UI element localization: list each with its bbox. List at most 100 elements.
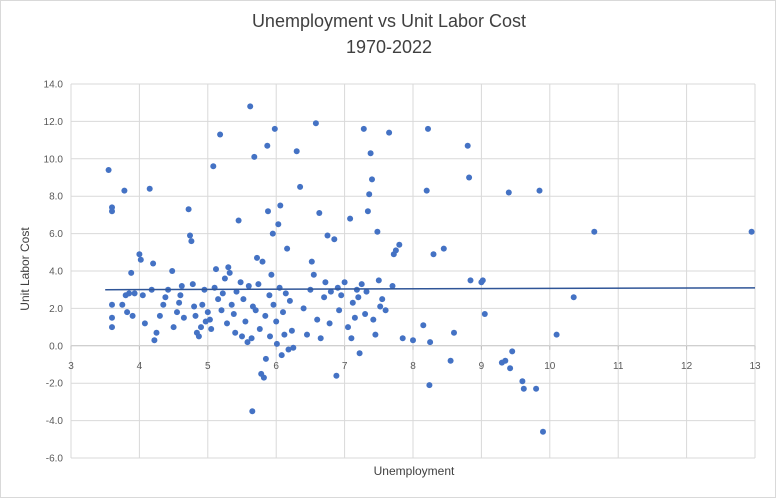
data-point [247, 103, 254, 110]
data-point [375, 277, 382, 284]
data-point [177, 292, 184, 299]
data-point [240, 296, 247, 303]
data-point [131, 290, 138, 297]
data-point [466, 174, 473, 181]
data-point [553, 331, 560, 338]
data-point [374, 228, 381, 235]
y-axis-tick-labels: -6.0 -4.0 -2.0 0.0 2.0 4.0 6.0 8.0 10.0 12.0 14.0 [44, 80, 64, 465]
data-point [479, 277, 486, 284]
data-point [372, 331, 379, 338]
data-point [174, 309, 180, 316]
data-point [336, 307, 343, 314]
data-point [259, 258, 266, 265]
x-tick-label: 5 [205, 361, 211, 372]
data-point [310, 271, 317, 278]
data-point [288, 327, 295, 334]
data-point [536, 187, 543, 194]
data-point [317, 335, 324, 342]
data-point [150, 260, 157, 267]
data-point [208, 326, 215, 332]
data-point [505, 189, 512, 196]
x-tick-label: 11 [613, 361, 624, 372]
data-point [218, 307, 225, 314]
data-point [290, 344, 297, 351]
y-tick-label: 2.0 [49, 304, 63, 315]
chart-title: Unemployment vs Unit Labor Cost [251, 11, 527, 31]
data-point [235, 217, 242, 224]
data-point [451, 329, 457, 336]
data-point [367, 150, 374, 157]
data-point [333, 372, 340, 379]
y-tick-label: 12.0 [44, 117, 64, 128]
data-point [507, 365, 514, 372]
data-point [533, 385, 540, 392]
data-point [366, 191, 373, 198]
data-point [502, 357, 509, 364]
data-point [245, 283, 252, 289]
data-point [199, 301, 206, 308]
data-point [151, 337, 158, 344]
data-points [105, 103, 755, 435]
data-point [382, 307, 389, 314]
data-point [219, 290, 226, 297]
data-point [224, 320, 230, 327]
trendline-layer [105, 287, 756, 291]
data-point [356, 350, 363, 357]
data-point [141, 320, 148, 327]
data-point [399, 335, 406, 342]
data-point [178, 283, 185, 289]
y-tick-label: -4.0 [46, 416, 64, 427]
data-point [351, 314, 358, 321]
data-point [286, 297, 293, 304]
data-point [427, 339, 434, 346]
data-point [314, 316, 321, 323]
data-point [273, 318, 280, 325]
data-point [345, 324, 351, 331]
x-tick-label: 9 [479, 361, 485, 372]
x-tick-label: 8 [410, 361, 416, 372]
data-point [362, 311, 369, 317]
x-axis-tick-labels: 3 4 5 6 7 8 9 10 11 12 13 [68, 361, 761, 372]
data-point [540, 428, 546, 435]
data-point [341, 279, 348, 286]
data-point [591, 228, 598, 235]
data-point [188, 238, 195, 245]
data-point [206, 316, 213, 323]
y-axis-title: Unit Labor Cost [18, 227, 32, 311]
data-point [237, 279, 244, 286]
data-point [162, 294, 169, 301]
data-point [322, 279, 329, 286]
data-point [204, 309, 211, 316]
data-point [109, 208, 115, 215]
data-point [280, 309, 286, 316]
data-point [262, 355, 269, 362]
data-point [277, 202, 284, 209]
data-point [109, 314, 115, 321]
data-point [447, 357, 454, 364]
x-tick-label: 7 [342, 361, 348, 372]
data-point [191, 303, 198, 310]
data-point [364, 208, 371, 215]
data-point [370, 316, 377, 323]
data-point [334, 284, 341, 291]
data-point [176, 299, 183, 306]
data-point [363, 288, 370, 295]
data-point [251, 153, 258, 160]
data-point [156, 312, 163, 319]
data-point [349, 299, 356, 306]
data-point [312, 120, 319, 127]
data-point [119, 301, 126, 308]
data-point [509, 348, 516, 355]
x-tick-label: 6 [273, 361, 279, 372]
data-point [137, 256, 144, 263]
data-point [377, 303, 384, 310]
data-point [210, 163, 217, 170]
data-point [348, 335, 355, 342]
data-point [192, 312, 199, 319]
data-point [440, 245, 447, 252]
data-point [198, 324, 204, 331]
data-point [430, 251, 437, 258]
data-point [124, 309, 131, 316]
data-point [215, 296, 222, 303]
data-point [481, 311, 488, 317]
